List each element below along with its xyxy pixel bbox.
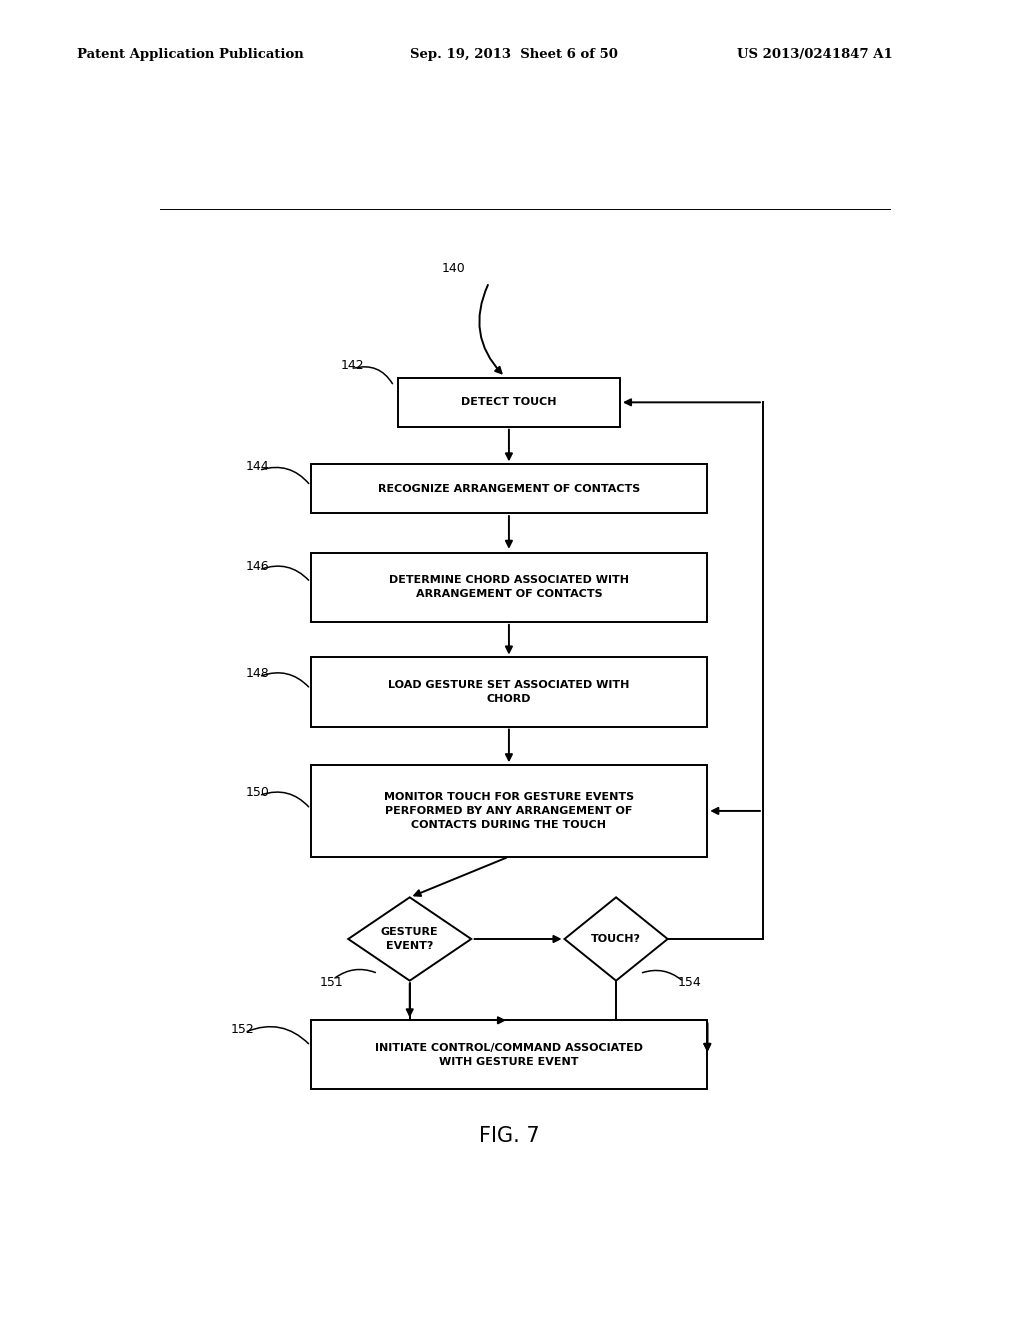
Bar [310, 657, 708, 726]
Text: LOAD GESTURE SET ASSOCIATED WITH
CHORD: LOAD GESTURE SET ASSOCIATED WITH CHORD [388, 680, 630, 704]
Text: 140: 140 [441, 263, 465, 276]
Text: FIG. 7: FIG. 7 [478, 1126, 540, 1146]
Text: TOUCH?: TOUCH? [591, 935, 641, 944]
Bar [310, 553, 708, 622]
Text: MONITOR TOUCH FOR GESTURE EVENTS
PERFORMED BY ANY ARRANGEMENT OF
CONTACTS DURING: MONITOR TOUCH FOR GESTURE EVENTS PERFORM… [384, 792, 634, 830]
Text: 150: 150 [246, 785, 269, 799]
Text: RECOGNIZE ARRANGEMENT OF CONTACTS: RECOGNIZE ARRANGEMENT OF CONTACTS [378, 483, 640, 494]
Text: 152: 152 [231, 1023, 255, 1035]
Polygon shape [348, 898, 471, 981]
Text: 144: 144 [246, 461, 269, 474]
Text: INITIATE CONTROL/COMMAND ASSOCIATED
WITH GESTURE EVENT: INITIATE CONTROL/COMMAND ASSOCIATED WITH… [375, 1043, 643, 1067]
Text: Sep. 19, 2013  Sheet 6 of 50: Sep. 19, 2013 Sheet 6 of 50 [410, 48, 617, 61]
Text: 148: 148 [246, 667, 269, 680]
Polygon shape [564, 898, 668, 981]
Text: Patent Application Publication: Patent Application Publication [77, 48, 303, 61]
Text: GESTURE
EVENT?: GESTURE EVENT? [381, 927, 438, 950]
Text: 154: 154 [678, 975, 701, 989]
Text: DETERMINE CHORD ASSOCIATED WITH
ARRANGEMENT OF CONTACTS: DETERMINE CHORD ASSOCIATED WITH ARRANGEM… [389, 576, 629, 599]
Text: DETECT TOUCH: DETECT TOUCH [461, 397, 557, 408]
Text: 142: 142 [341, 359, 365, 372]
Bar [310, 1020, 708, 1089]
Bar [397, 378, 620, 426]
Text: 146: 146 [246, 560, 269, 573]
Text: US 2013/0241847 A1: US 2013/0241847 A1 [737, 48, 893, 61]
Text: 151: 151 [321, 975, 344, 989]
Bar [310, 465, 708, 513]
Bar [310, 766, 708, 857]
